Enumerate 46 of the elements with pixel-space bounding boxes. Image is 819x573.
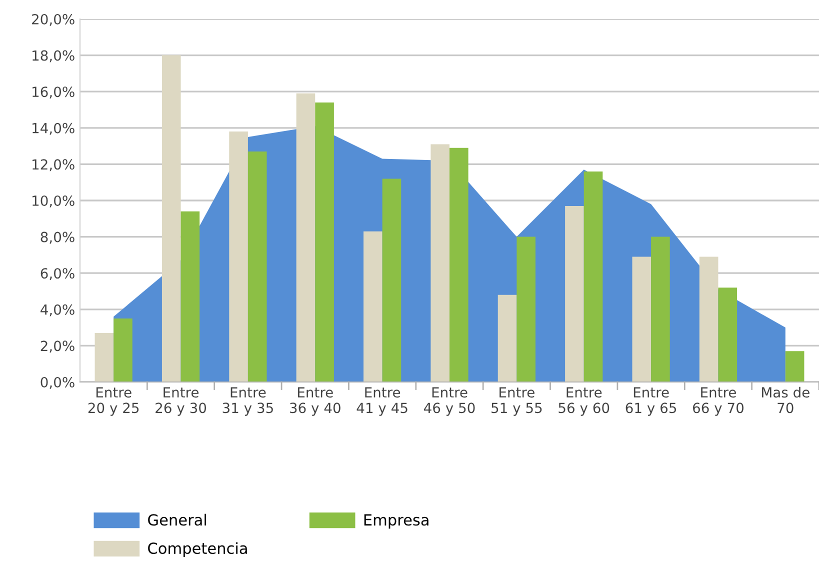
y-tick-label: 20,0% — [32, 14, 74, 26]
bar — [498, 294, 517, 382]
x-tick-label: Entre 20 y 25 — [88, 387, 139, 416]
y-tick-label: 14,0% — [32, 122, 74, 135]
bar — [565, 206, 584, 382]
bar — [450, 148, 468, 382]
bar — [785, 351, 804, 382]
bar — [651, 236, 670, 382]
x-tick-label: Entre 61 y 65 — [626, 387, 676, 416]
x-tick-label: Entre 41 y 45 — [356, 387, 408, 416]
bar — [94, 332, 114, 382]
bar — [516, 236, 536, 382]
bar — [296, 93, 316, 382]
y-tick-label: 4,0% — [40, 304, 74, 316]
bar — [364, 231, 382, 382]
bar — [718, 288, 738, 382]
x-tick-label: Entre 26 y 30 — [156, 387, 206, 416]
y-tick-label: 18,0% — [32, 50, 74, 62]
x-tick-label: Mas de 70 — [762, 386, 810, 414]
y-tick-label: 12,0% — [32, 159, 74, 172]
y-tick-label: 16,0% — [32, 86, 74, 98]
bar — [248, 151, 267, 382]
x-tick-label: Entre 36 y 40 — [290, 387, 340, 416]
bar — [315, 102, 334, 382]
x-tick-label: Entre 31 y 35 — [222, 387, 273, 416]
bar — [632, 256, 652, 382]
y-tick-label: 2,0% — [40, 340, 74, 353]
y-tick-label: 0,0% — [40, 376, 74, 389]
x-tick-label: Entre 56 y 60 — [558, 387, 610, 416]
legend-label: Competencia — [148, 542, 247, 558]
bar — [229, 132, 248, 382]
x-tick-label: Entre 46 y 50 — [424, 387, 475, 416]
y-tick-label: 8,0% — [40, 232, 74, 244]
bar — [180, 211, 200, 382]
legend-label: General — [148, 514, 206, 526]
bar — [114, 318, 132, 382]
legend-label: Empresa — [364, 514, 428, 529]
bar — [430, 144, 450, 382]
x-tick-label: Entre 66 y 70 — [693, 387, 744, 416]
x-tick-label: Entre 51 y 55 — [492, 387, 542, 416]
y-tick-label: 6,0% — [40, 268, 74, 280]
bar — [699, 256, 718, 382]
bar — [382, 178, 402, 382]
y-tick-label: 10,0% — [32, 195, 74, 208]
bar — [162, 55, 181, 382]
bar — [584, 171, 603, 382]
